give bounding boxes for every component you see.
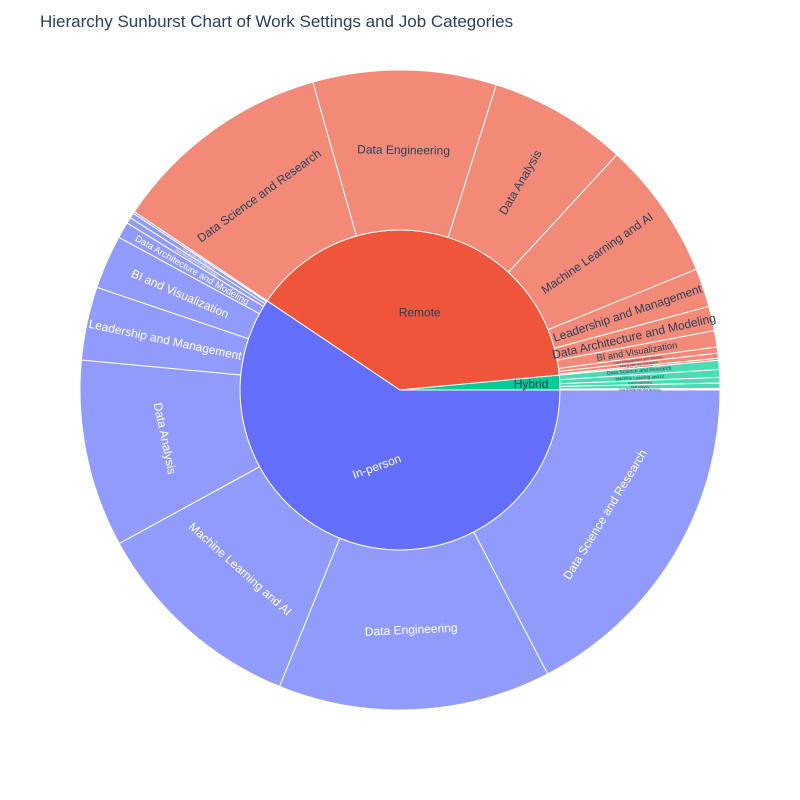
segment-label-remote-data-quality-and-operations: Data Quality and Operations bbox=[620, 360, 659, 368]
segment-remote-data-analysis[interactable] bbox=[447, 84, 618, 274]
segment-label-hybrid-machine-learning-and-ai: Machine Learning and AI bbox=[615, 374, 664, 382]
segment-remote-leadership-and-management[interactable] bbox=[547, 268, 710, 349]
segment-in-person-machine-learning-and-ai[interactable] bbox=[118, 466, 341, 688]
segment-label-remote-cloud-and-database: Cloud and Database bbox=[625, 364, 653, 371]
segment-label-in-person-data-engineering: Data Engineering bbox=[365, 621, 458, 639]
segment-label-hybrid-data-science-and-research: Data Science and Research bbox=[607, 366, 672, 377]
segment-in-person-data-analysis[interactable] bbox=[79, 359, 261, 545]
segment-remote-data-science-and-research[interactable] bbox=[133, 81, 358, 302]
chart-title: Hierarchy Sunburst Chart of Work Setting… bbox=[40, 12, 514, 31]
segment-label-hybrid-data-engineering: Data Engineering bbox=[628, 380, 652, 385]
segment-label-remote-data-management-and-strategy: Data Management and Strategy bbox=[613, 355, 663, 365]
segment-remote-data-architecture-and-modeling[interactable] bbox=[553, 305, 716, 361]
segment-label-hybrid-data-architecture-and-modeling: Data Architecture and Modeling bbox=[619, 388, 661, 392]
segment-in-person-data-architecture-and-modeling[interactable] bbox=[118, 222, 265, 315]
sector-label-remote: Remote bbox=[399, 305, 441, 319]
segment-in-person-data-science-and-research[interactable] bbox=[473, 389, 721, 675]
sector-label-hybrid: Hybrid bbox=[514, 377, 549, 391]
segment-in-person-bi-and-visualization[interactable] bbox=[96, 236, 261, 340]
segment-in-person-leadership-and-management[interactable] bbox=[80, 286, 250, 376]
segment-in-person-data-engineering[interactable] bbox=[278, 531, 549, 711]
segment-remote-bi-and-visualization[interactable] bbox=[556, 330, 718, 370]
segment-label-remote-data-engineering: Data Engineering bbox=[357, 142, 450, 157]
segment-remote-machine-learning-and-ai[interactable] bbox=[507, 154, 698, 331]
segment-label-hybrid-data-analysis: Data Analysis bbox=[631, 385, 650, 389]
segment-remote-data-engineering[interactable] bbox=[312, 69, 497, 239]
